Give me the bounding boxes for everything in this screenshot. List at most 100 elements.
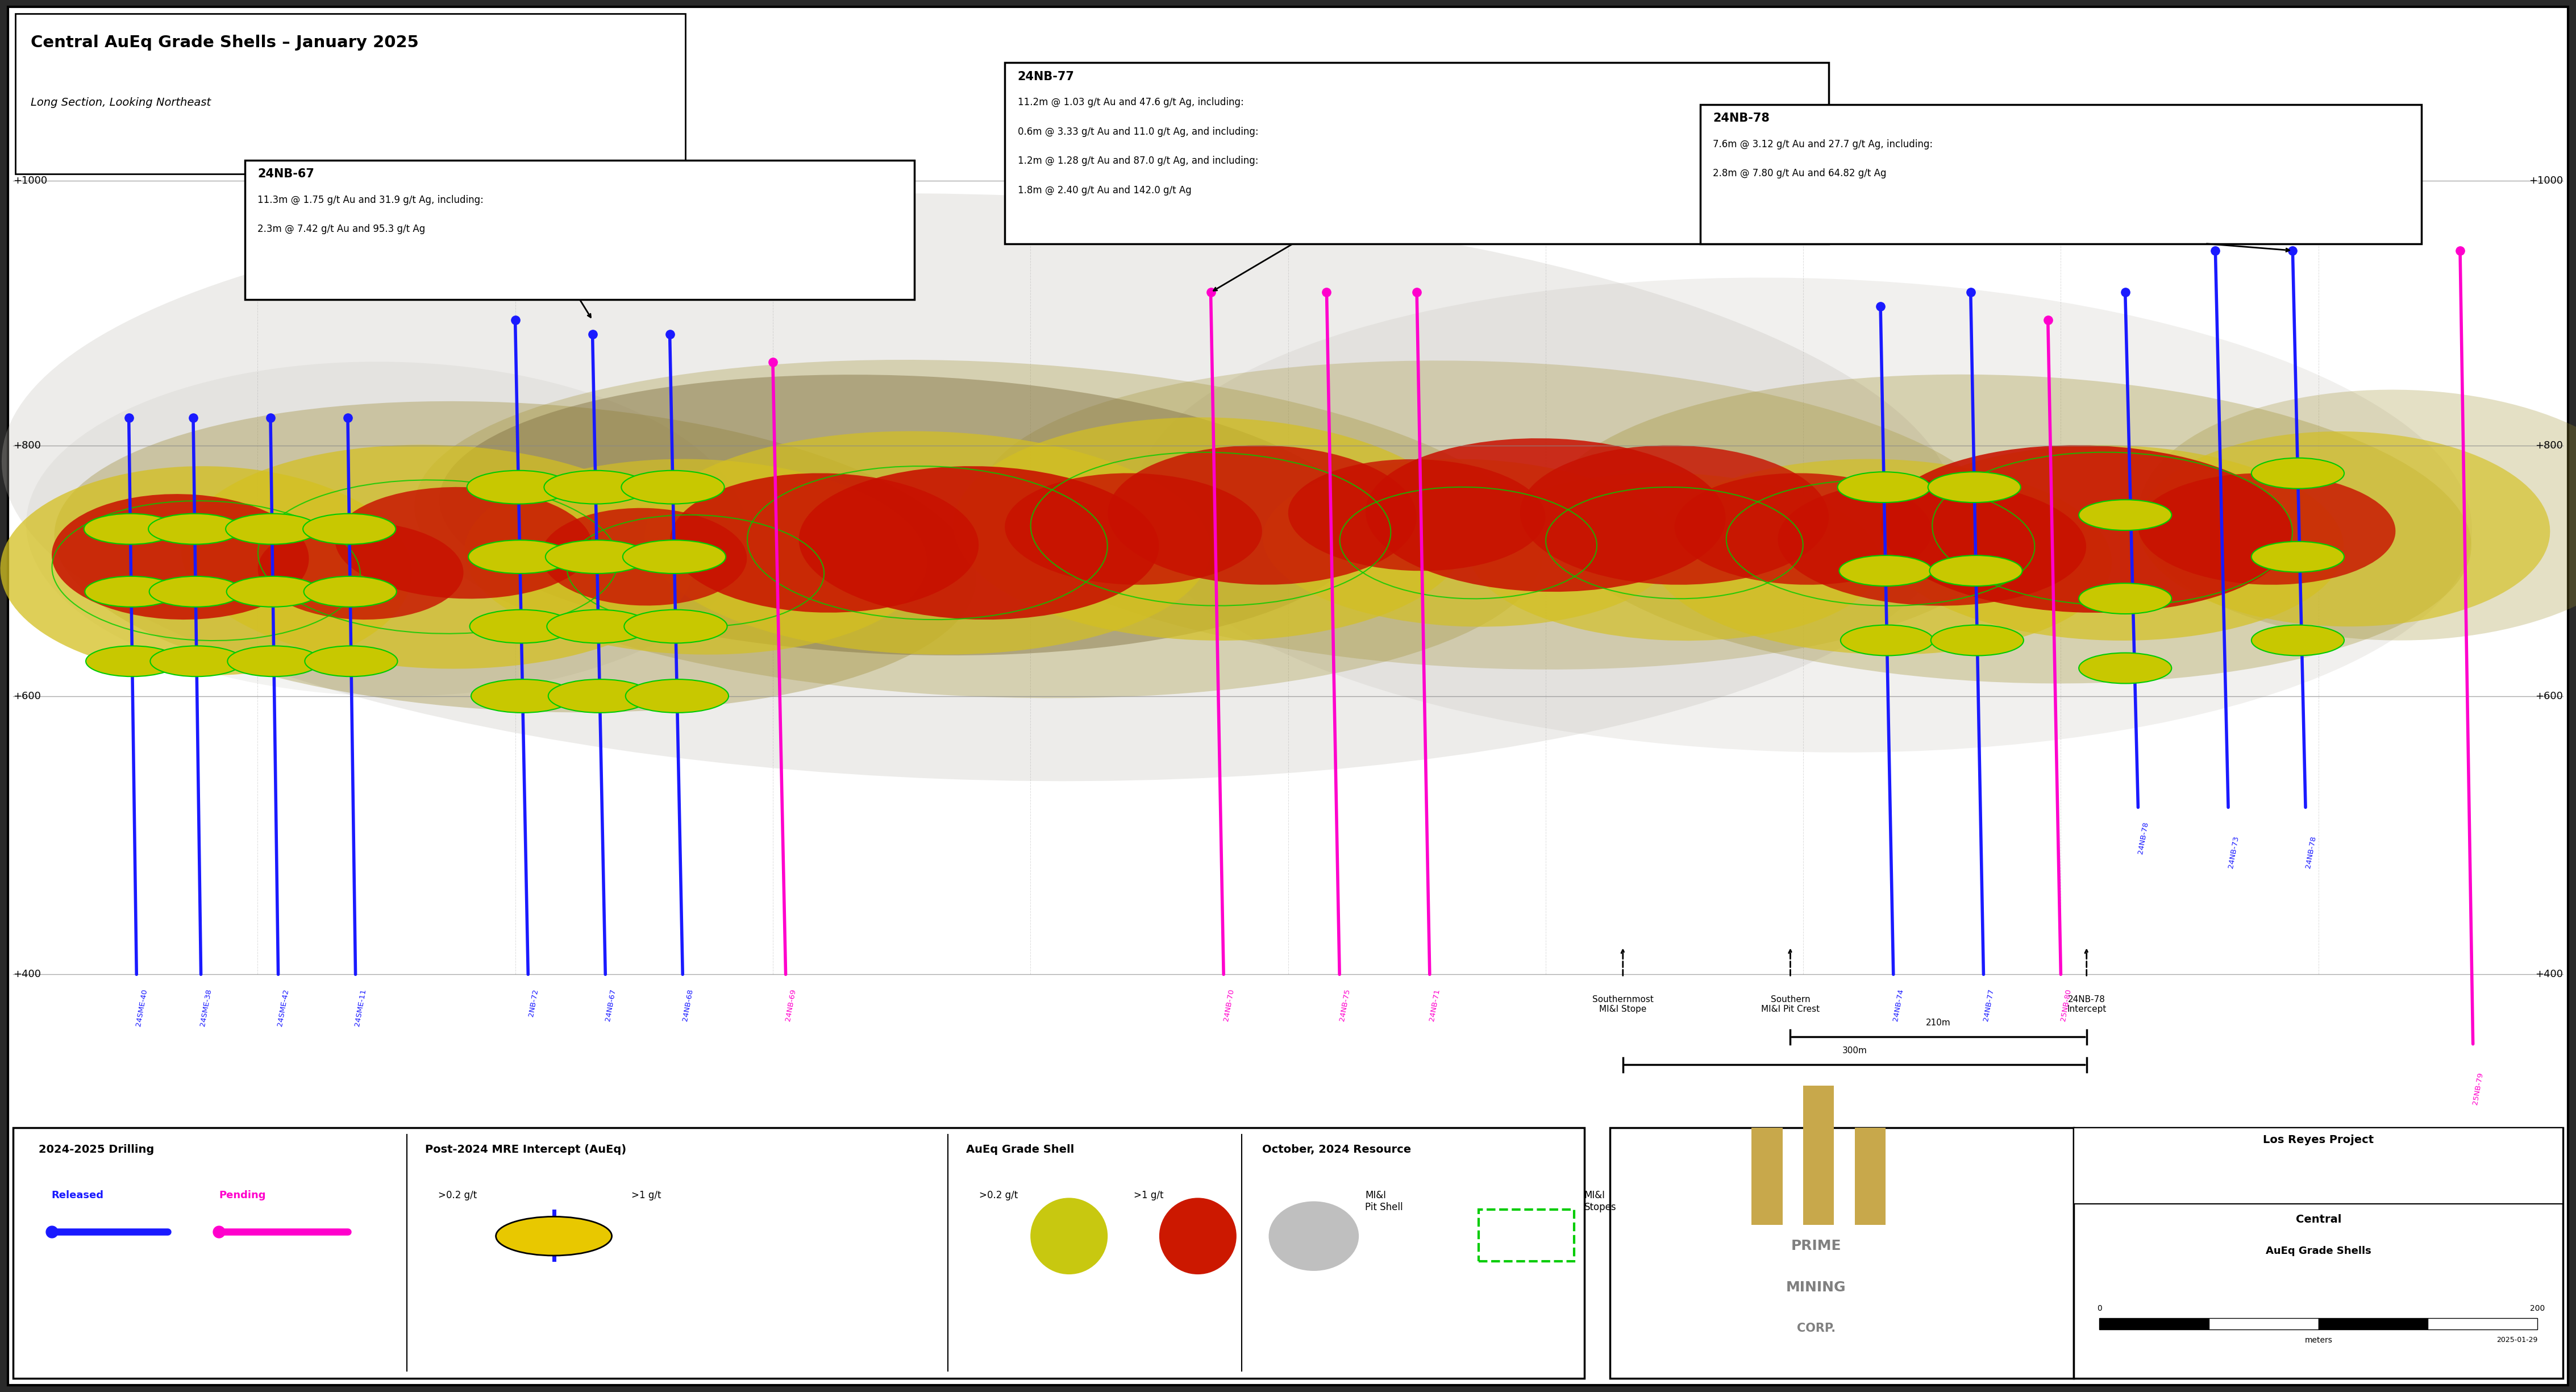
Ellipse shape [149,646,242,677]
Ellipse shape [1548,374,2470,683]
Text: 2024-2025 Drilling: 2024-2025 Drilling [39,1144,155,1155]
Ellipse shape [54,401,976,713]
FancyBboxPatch shape [2074,1128,2563,1204]
Text: AuEq Grade Shells: AuEq Grade Shells [2267,1246,2370,1256]
Ellipse shape [546,540,649,574]
Text: 24NB-67: 24NB-67 [258,168,314,180]
Ellipse shape [544,470,647,504]
Ellipse shape [26,362,747,696]
Text: 24NB-74: 24NB-74 [1891,988,1906,1022]
Text: 25NB-80: 25NB-80 [2058,988,2074,1022]
Ellipse shape [85,646,178,677]
Bar [2427,1318,2537,1329]
Ellipse shape [2079,583,2172,614]
Text: 2NB-72: 2NB-72 [528,988,538,1018]
FancyBboxPatch shape [1610,1128,2074,1378]
Text: meters: meters [2306,1336,2331,1345]
Text: 24NB-78: 24NB-78 [1713,113,1770,124]
Text: +400: +400 [13,969,41,980]
Text: >1 g/t: >1 g/t [1133,1190,1164,1200]
Text: 2.3m @ 7.42 g/t Au and 95.3 g/t Ag: 2.3m @ 7.42 g/t Au and 95.3 g/t Ag [258,224,425,234]
Text: PRIME: PRIME [1790,1239,1842,1253]
Text: 24SME-42: 24SME-42 [276,988,291,1027]
Ellipse shape [1929,555,2022,586]
Bar [2099,1318,2210,1329]
Ellipse shape [1267,1201,1360,1271]
Ellipse shape [1674,473,1932,585]
Text: 11.3m @ 1.75 g/t Au and 31.9 g/t Ag, including:: 11.3m @ 1.75 g/t Au and 31.9 g/t Ag, inc… [258,195,484,205]
Text: 0.6m @ 3.33 g/t Au and 11.0 g/t Ag, and including:: 0.6m @ 3.33 g/t Au and 11.0 g/t Ag, and … [1018,127,1257,136]
Ellipse shape [469,540,572,574]
Ellipse shape [1880,445,2344,640]
Ellipse shape [227,576,319,607]
Ellipse shape [438,374,1365,656]
Ellipse shape [304,646,397,677]
Text: 24NB-75: 24NB-75 [1337,988,1352,1022]
Ellipse shape [1649,459,2112,654]
Text: +1000: +1000 [13,175,46,187]
Text: 24NB-78
Intercept: 24NB-78 Intercept [2066,995,2107,1013]
FancyBboxPatch shape [245,160,914,299]
Text: Southernmost
MI&I Stope: Southernmost MI&I Stope [1592,995,1654,1013]
Text: Los Reyes Project: Los Reyes Project [2262,1134,2375,1146]
Text: MINING: MINING [1785,1281,1847,1295]
Ellipse shape [149,576,242,607]
Ellipse shape [1880,445,2293,612]
Text: 300m: 300m [1842,1047,1868,1055]
Ellipse shape [415,359,1543,699]
Ellipse shape [469,610,572,643]
Text: 25NB-79: 25NB-79 [2470,1072,2486,1105]
Bar [1855,1128,1886,1225]
Text: Long Section, Looking Northeast: Long Section, Looking Northeast [31,97,211,109]
Ellipse shape [149,514,242,544]
Text: 24NB-71: 24NB-71 [1427,988,1443,1022]
Text: +1000: +1000 [2530,175,2563,187]
Ellipse shape [1005,473,1262,585]
Ellipse shape [335,487,592,599]
Ellipse shape [953,418,1468,640]
Ellipse shape [670,473,979,612]
Text: 1.8m @ 2.40 g/t Au and 142.0 g/t Ag: 1.8m @ 2.40 g/t Au and 142.0 g/t Ag [1018,185,1190,195]
Bar [2208,1318,2318,1329]
Ellipse shape [2138,390,2576,640]
Ellipse shape [258,522,464,619]
Text: +600: +600 [13,690,41,702]
Bar [1803,1086,1834,1225]
Ellipse shape [1520,445,1829,585]
Text: Pending: Pending [219,1190,265,1200]
Text: 24SME-11: 24SME-11 [353,988,368,1027]
FancyBboxPatch shape [1005,63,1829,244]
Text: October, 2024 Resource: October, 2024 Resource [1262,1144,1412,1155]
Text: 7.6m @ 3.12 g/t Au and 27.7 g/t Ag, including:: 7.6m @ 3.12 g/t Au and 27.7 g/t Ag, incl… [1713,139,1932,149]
Ellipse shape [1030,1197,1108,1275]
Text: Central: Central [2295,1214,2342,1225]
Text: 24NB-69: 24NB-69 [783,988,799,1022]
Ellipse shape [304,576,397,607]
Ellipse shape [2251,458,2344,489]
Text: Post-2024 MRE Intercept (AuEq): Post-2024 MRE Intercept (AuEq) [425,1144,626,1155]
Text: 24SME-38: 24SME-38 [198,988,214,1027]
Ellipse shape [644,432,1211,654]
Ellipse shape [1839,625,1932,656]
Ellipse shape [981,361,2007,670]
FancyBboxPatch shape [15,14,685,174]
Ellipse shape [85,514,178,544]
Ellipse shape [1133,277,2473,753]
Ellipse shape [471,679,574,713]
Ellipse shape [1839,555,1932,586]
Ellipse shape [2251,625,2344,656]
Text: +600: +600 [2535,690,2563,702]
Ellipse shape [227,514,319,544]
Text: +400: +400 [2535,969,2563,980]
Text: 24NB-70: 24NB-70 [1221,988,1236,1022]
Ellipse shape [1288,459,1546,571]
Text: >1 g/t: >1 g/t [631,1190,662,1200]
Ellipse shape [1932,625,2025,656]
Text: 24NB-78: 24NB-78 [2303,835,2318,869]
Ellipse shape [1777,480,2087,606]
Text: 24NB-68: 24NB-68 [680,988,696,1022]
Ellipse shape [2138,432,2550,626]
Ellipse shape [2251,541,2344,572]
Text: 0: 0 [2097,1304,2102,1313]
Ellipse shape [623,540,726,574]
